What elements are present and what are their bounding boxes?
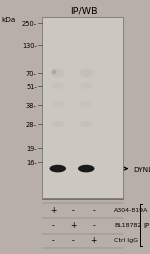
Text: A304-819A: A304-819A (114, 207, 148, 212)
Text: 19-: 19- (26, 146, 37, 152)
Text: 16-: 16- (26, 160, 37, 166)
Ellipse shape (80, 121, 93, 128)
Text: 250-: 250- (22, 21, 37, 27)
Text: -: - (72, 205, 75, 214)
Text: +: + (70, 220, 77, 229)
Text: 38-: 38- (26, 102, 37, 108)
Text: -: - (52, 235, 55, 245)
Text: 28-: 28- (26, 121, 37, 128)
Ellipse shape (51, 102, 64, 109)
Text: IP/WB: IP/WB (70, 6, 98, 15)
Text: Ctrl IgG: Ctrl IgG (114, 237, 138, 243)
Text: kDa: kDa (2, 17, 16, 23)
Text: 51-: 51- (26, 83, 37, 89)
Bar (42, 18, 123, 198)
Text: +: + (91, 235, 97, 245)
Text: 70-: 70- (26, 71, 37, 77)
Text: 130-: 130- (22, 43, 37, 49)
Ellipse shape (80, 83, 93, 89)
Text: BL18782: BL18782 (114, 222, 141, 227)
Text: -: - (52, 220, 55, 229)
Ellipse shape (51, 69, 64, 78)
Text: +: + (50, 205, 56, 214)
Ellipse shape (80, 69, 93, 78)
Ellipse shape (80, 102, 93, 109)
Text: DYNLT1: DYNLT1 (133, 166, 150, 172)
Text: -: - (72, 235, 75, 245)
Text: IP: IP (143, 223, 149, 228)
Text: -: - (92, 205, 95, 214)
Ellipse shape (51, 121, 64, 128)
Text: -: - (92, 220, 95, 229)
Ellipse shape (50, 165, 66, 173)
Ellipse shape (51, 83, 64, 89)
Ellipse shape (78, 165, 94, 173)
Ellipse shape (52, 70, 56, 75)
